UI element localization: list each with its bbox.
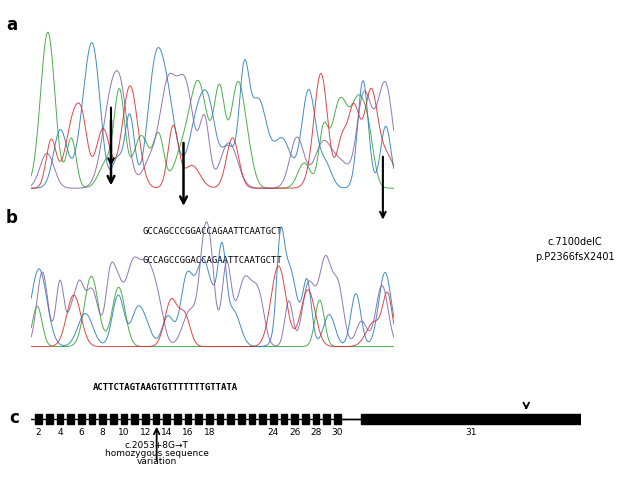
Bar — [89, 414, 95, 424]
Bar — [270, 414, 277, 424]
Text: homozygous sequence: homozygous sequence — [105, 449, 209, 458]
Text: 31: 31 — [466, 428, 477, 438]
Text: 8: 8 — [100, 428, 106, 438]
Text: 2: 2 — [36, 428, 41, 438]
Bar — [131, 414, 138, 424]
Text: 10: 10 — [118, 428, 130, 438]
Bar — [323, 414, 330, 424]
Bar — [121, 414, 127, 424]
Text: 18: 18 — [204, 428, 215, 438]
Bar — [99, 414, 106, 424]
Text: GCCAGCCCGGACCAGAATTCAATGCT: GCCAGCCCGGACCAGAATTCAATGCT — [142, 227, 282, 236]
Text: c.2053+8G→T: c.2053+8G→T — [125, 441, 189, 450]
Text: variation: variation — [136, 457, 177, 465]
Text: 28: 28 — [311, 428, 322, 438]
Text: 24: 24 — [268, 428, 279, 438]
Text: 4: 4 — [57, 428, 63, 438]
Bar — [142, 414, 149, 424]
Bar — [46, 414, 53, 424]
Text: c: c — [9, 409, 19, 427]
Text: p.P2366fsX2401: p.P2366fsX2401 — [535, 252, 615, 262]
Bar — [238, 414, 244, 424]
Text: 26: 26 — [289, 428, 301, 438]
Bar — [259, 414, 266, 424]
Text: b: b — [6, 209, 18, 227]
Bar — [68, 414, 74, 424]
Bar — [291, 414, 298, 424]
Bar — [281, 414, 288, 424]
Bar — [163, 414, 170, 424]
Text: 14: 14 — [161, 428, 172, 438]
Bar — [361, 414, 581, 424]
Bar — [36, 414, 42, 424]
Text: 30: 30 — [332, 428, 343, 438]
Text: 12: 12 — [139, 428, 151, 438]
Text: 16: 16 — [182, 428, 194, 438]
Text: ACTTCTAGTAAGTGTTTTTTTGTTATA: ACTTCTAGTAAGTGTTTTTTTGTTATA — [93, 383, 238, 392]
Bar — [152, 414, 159, 424]
Text: GCCAGCCGGACCAGAATTCAATGCTT: GCCAGCCGGACCAGAATTCAATGCTT — [142, 256, 282, 265]
Bar — [302, 414, 309, 424]
Text: a: a — [6, 16, 17, 34]
Bar — [334, 414, 341, 424]
Bar — [174, 414, 181, 424]
Bar — [57, 414, 63, 424]
Text: 6: 6 — [78, 428, 84, 438]
Text: c.7100delC: c.7100delC — [548, 237, 602, 247]
Bar — [78, 414, 84, 424]
Bar — [110, 414, 117, 424]
Bar — [312, 414, 319, 424]
Bar — [217, 414, 223, 424]
Bar — [185, 414, 191, 424]
Bar — [206, 414, 212, 424]
Bar — [249, 414, 256, 424]
Bar — [196, 414, 202, 424]
Bar — [228, 414, 234, 424]
